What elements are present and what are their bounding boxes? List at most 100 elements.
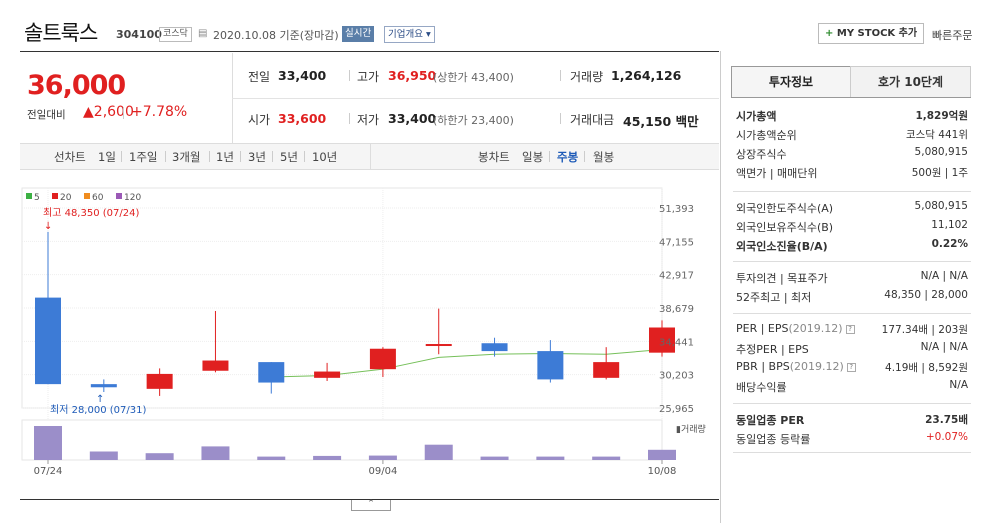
info-label: 투자의견 | 목표주가 <box>736 272 828 285</box>
x-tick-label: 07/24 <box>34 466 63 477</box>
info-row-g3: 52주최고 | 최저 48,350 | 28,000 <box>736 289 968 307</box>
price-change: ▲2,600 <box>83 104 134 120</box>
amount-label: 거래대금 <box>570 113 615 127</box>
candle-body <box>593 362 620 378</box>
info-row-g2: 외국인한도주식수(A) 5,080,915 <box>736 200 968 218</box>
y-tick-label: 51,393 <box>659 204 694 215</box>
prev-close-label: 전일 <box>248 70 271 84</box>
y-tick-label: 34,441 <box>659 337 694 348</box>
info-label: 상장주식수 <box>736 148 787 161</box>
realtime-button[interactable]: 실시간 <box>342 26 375 42</box>
candle-body <box>649 327 675 353</box>
candle-chart-label: 봉차트 <box>478 150 510 164</box>
divider <box>20 51 719 52</box>
info-value: 코스닥 441위 <box>905 129 968 141</box>
lower-limit: (하한가 23,400) <box>433 114 514 127</box>
info-label: 동일업종 등락률 <box>736 433 811 446</box>
info-label: 외국인소진율(B/A) <box>736 240 828 253</box>
info-value: 5,080,915 <box>914 146 968 158</box>
info-label: 배당수익률 <box>736 381 787 394</box>
candle-body <box>35 297 61 385</box>
info-value: 11,102 <box>931 219 968 231</box>
info-row-g5: 동일업종 PER 23.75배 <box>736 412 968 430</box>
legend-label: 20 <box>60 193 72 203</box>
info-value: N/A <box>949 379 968 391</box>
volume-bar <box>648 449 676 460</box>
info-label: 액면가 | 매매단위 <box>736 167 818 180</box>
info-value: 1,829억원 <box>915 110 968 122</box>
info-row-g4: 배당수익률 N/A <box>736 379 968 397</box>
candle-body <box>314 371 341 378</box>
mystock-add-button[interactable]: + MY STOCK 추가 <box>818 23 925 44</box>
open-label: 시가 <box>248 113 271 127</box>
volume-bar <box>424 444 453 460</box>
volume-bar <box>257 456 286 460</box>
high-label: 고가 <box>357 70 380 84</box>
price-chart: 5 20 60 120 ▮거래량 51,393 47,155 42,917 38,679 34… <box>21 187 706 477</box>
info-label: 시가총액순위 <box>736 129 797 142</box>
period-1d[interactable]: 1일 <box>98 150 116 164</box>
x-tick-label: 09/04 <box>368 466 397 477</box>
y-tick-label: 47,155 <box>659 237 694 248</box>
tab-orderbook-10[interactable]: 호가 10단계 <box>850 66 971 98</box>
collapse-chevron-button[interactable]: ⌃ <box>351 500 391 511</box>
section-divider <box>733 191 971 192</box>
info-value: 0.22% <box>931 238 968 250</box>
info-value: 48,350 | 28,000 <box>884 289 968 301</box>
legend-swatch <box>116 193 122 199</box>
legend-swatch <box>26 193 32 199</box>
help-icon[interactable]: ? <box>845 324 855 334</box>
period-5y[interactable]: 5년 <box>280 150 298 164</box>
quick-order-link[interactable]: 빠른주문 <box>932 29 973 42</box>
info-row-g5: 동일업종 등락률 +0.07% <box>736 431 968 449</box>
period-1w[interactable]: 1주일 <box>129 150 158 164</box>
legend-label: 5 <box>34 193 40 203</box>
period-3m[interactable]: 3개월 <box>172 150 201 164</box>
company-info-dropdown[interactable]: 기업개요 ▾ <box>384 26 435 43</box>
info-row-g4: PER | EPS(2019.12)? 177.34배 | 203원 <box>736 322 968 340</box>
prev-close-value: 33,400 <box>278 68 327 83</box>
info-value: 177.34배 | 203원 <box>881 324 968 336</box>
info-row-g1: 액면가 | 매매단위 500원 | 1주 <box>736 165 968 183</box>
info-label: 52주최고 | 최저 <box>736 291 812 304</box>
legend-label: 60 <box>92 193 104 203</box>
candle-weekly[interactable]: 주봉 <box>557 150 579 164</box>
legend-swatch <box>84 193 90 199</box>
y-tick-label: 38,679 <box>659 304 694 315</box>
candle-monthly[interactable]: 월봉 <box>593 150 615 164</box>
period-3y[interactable]: 3년 <box>248 150 266 164</box>
down-arrow-icon: ↓ <box>44 221 52 232</box>
volume-bar <box>313 455 342 460</box>
info-label: PER | EPS <box>736 322 789 335</box>
period-10y[interactable]: 10년 <box>312 150 338 164</box>
candle-body <box>146 373 173 389</box>
up-triangle-icon: ▲ <box>83 104 94 120</box>
info-label: 외국인보유주식수(B) <box>736 221 834 234</box>
volume-bar <box>34 426 62 460</box>
info-row-g4: PBR | BPS(2019.12)? 4.19배 | 8,592원 <box>736 360 968 378</box>
volume-bar <box>145 453 174 460</box>
tab-investment-info[interactable]: 투자정보 <box>731 66 851 98</box>
stock-code: 304100 <box>116 28 162 41</box>
info-row-g1: 시가총액 1,829억원 <box>736 108 968 126</box>
low-label: 저가 <box>357 113 380 127</box>
period-1y[interactable]: 1년 <box>216 150 234 164</box>
info-label: 추정PER | EPS <box>736 343 809 356</box>
chart-toolbar <box>20 143 719 170</box>
volume-bar <box>368 455 397 460</box>
info-value: N/A | N/A <box>920 270 968 282</box>
help-icon[interactable]: ? <box>846 362 856 372</box>
volume-area <box>21 419 663 461</box>
y-tick-label: 25,965 <box>659 404 694 415</box>
candle-body <box>90 384 117 388</box>
line-chart-label: 선차트 <box>54 150 86 164</box>
candle-daily[interactable]: 일봉 <box>522 150 544 164</box>
info-label: 동일업종 PER <box>736 414 805 427</box>
plus-icon: + <box>825 28 834 39</box>
y-tick-label: 30,203 <box>659 371 694 382</box>
candle-body <box>537 351 564 380</box>
candle-body <box>369 348 396 370</box>
candle-body <box>481 343 508 352</box>
base-date: 2020.10.08 기준(장마감) <box>213 29 339 42</box>
volume-label: 거래량 <box>570 70 604 84</box>
